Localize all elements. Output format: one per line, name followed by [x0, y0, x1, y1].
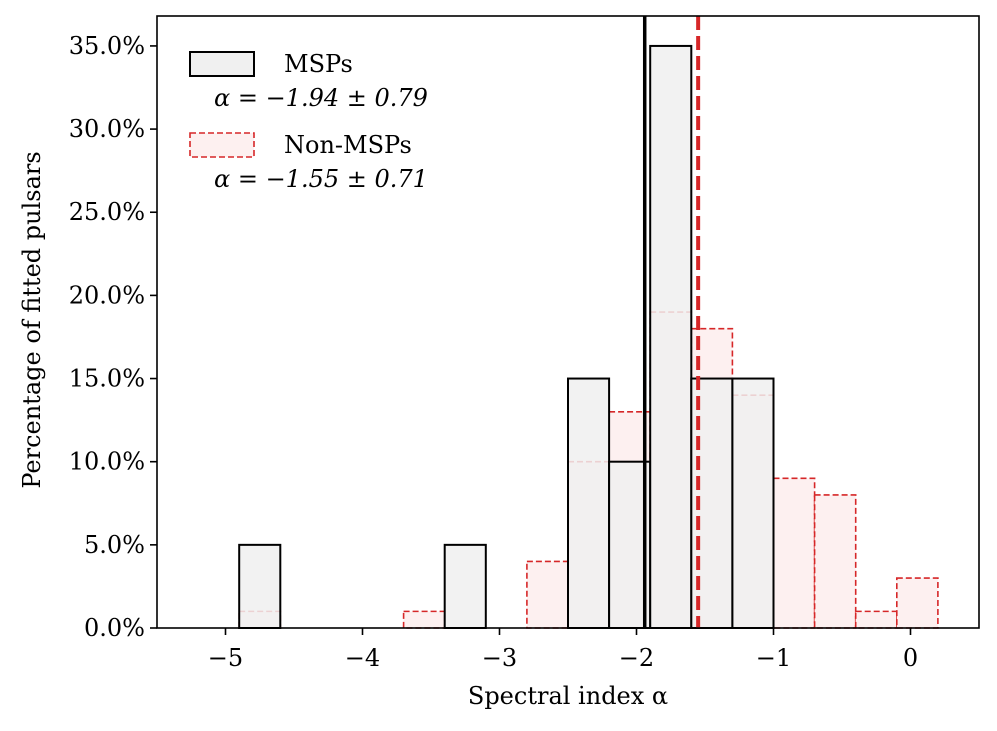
y-tick-label: 25.0% [69, 198, 145, 226]
x-axis-title: Spectral index α [468, 682, 668, 710]
x-tick-label: 0 [903, 644, 918, 672]
y-tick-label: 10.0% [69, 448, 145, 476]
legend-label: MSPs [284, 50, 353, 78]
mean-lines-layer [642, 16, 701, 628]
bar [813, 494, 857, 629]
bar [731, 377, 775, 630]
bar [238, 543, 282, 630]
y-tick-label: 5.0% [84, 531, 145, 559]
legend-label: Non-MSPs [284, 131, 412, 159]
legend-stat-label: α = −1.94 ± 0.79 [214, 84, 428, 112]
axis-ticks-layer: −5 −4 −3 −2 −1 0 0.0% 5.0% 10.0% 15.0% 20.0% 25.0% 3… [69, 32, 918, 672]
y-axis-title: Percentage of fitted pulsars [18, 151, 46, 488]
y-tick-label: 30.0% [69, 115, 145, 143]
y-tick-label: 0.0% [84, 614, 145, 642]
legend-swatch [189, 51, 255, 77]
plot-frame [156, 15, 980, 629]
legend-swatch [189, 132, 255, 158]
x-tick-label: −4 [345, 644, 380, 672]
bar [526, 560, 569, 629]
legend-entry-non-msps: Non-MSPs α = −1.55 ± 0.71 [189, 131, 428, 193]
bar [772, 477, 816, 629]
bar [567, 377, 611, 630]
bar [854, 610, 898, 629]
bar [895, 577, 939, 629]
y-tick-label: 15.0% [69, 365, 145, 393]
x-tick-label: −1 [756, 644, 791, 672]
bar [649, 44, 693, 630]
legend-entry-msps: MSPs α = −1.94 ± 0.79 [189, 50, 428, 112]
bar [443, 543, 487, 630]
bar [402, 610, 446, 629]
x-tick-label: −3 [482, 644, 517, 672]
y-tick-label: 20.0% [69, 281, 145, 309]
x-tick-label: −2 [619, 644, 654, 672]
y-tick-label: 35.0% [69, 32, 145, 60]
legend-stat-label: α = −1.55 ± 0.71 [214, 165, 428, 193]
x-tick-label: −5 [208, 644, 243, 672]
legend: MSPs α = −1.94 ± 0.79 Non-MSPs α = −1.55 ± … [189, 50, 428, 193]
